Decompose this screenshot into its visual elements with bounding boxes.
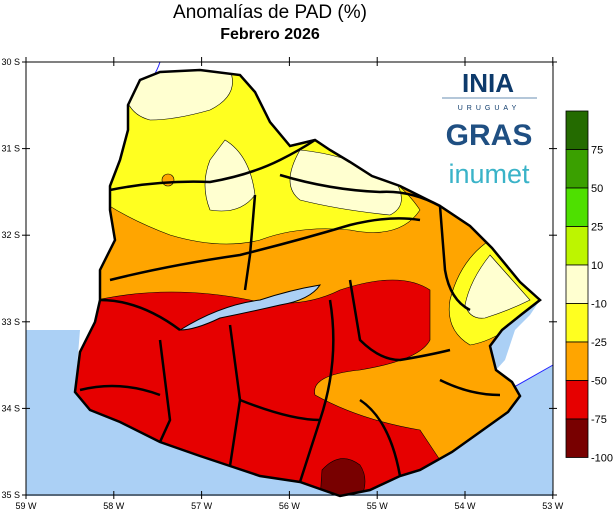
lon-tick-label: 54 W [454,501,476,511]
legend-label: 50 [591,183,603,195]
lat-tick-label: 33 S [1,317,20,327]
legend-label: -75 [591,414,607,426]
lat-tick-label: 35 S [1,490,20,500]
lat-tick-label: 34 S [1,403,20,413]
axis-ticks: 30 S 31 S 32 S 33 S 34 S 35 S59 W 58 W 57 W 56 W… [1,57,564,511]
legend-swatch [565,341,589,381]
legend-swatch [565,226,589,266]
lon-tick-label: 55 W [367,501,389,511]
legend-swatch [565,110,589,150]
department-borders [73,68,542,498]
legend-label: -25 [591,337,607,349]
map-subtitle: Febrero 2026 [220,26,320,43]
atlantic-water [340,365,553,496]
inumet-logo: inumet [448,159,530,189]
legend-label: -10 [591,299,607,311]
legend-swatch [565,418,589,458]
legend-label: -100 [591,453,613,465]
lat-tick-label: 30 S [1,57,20,67]
svg-text:URUGUAY: URUGUAY [458,105,520,112]
lon-tick-label: 58 W [103,501,125,511]
lat-tick-label: 31 S [1,144,20,154]
gras-logo: GRAS [446,119,533,152]
rio-negro-lake [178,284,322,331]
svg-text:INIA: INIA [462,68,514,98]
legend-label: 25 [591,222,603,234]
lon-tick-label: 53 W [542,501,564,511]
legend-label: -50 [591,376,607,388]
lon-tick-label: 59 W [15,501,37,511]
lat-tick-label: 32 S [1,230,20,240]
color-legend: 75 50 25 10 -10 -25 -50 -75 -100 [565,110,613,465]
rio-de-la-plata-water [26,330,340,496]
legend-label: 10 [591,260,603,272]
laguna-merin-water [490,300,540,370]
lon-tick-label: 57 W [191,501,213,511]
legend-swatch [565,303,589,343]
legend-swatch [565,380,589,420]
legend-swatch [565,187,589,227]
inia-logo: INIA URUGUAY [442,68,537,112]
legend-swatch [565,149,589,189]
legend-label: 75 [591,145,603,157]
legend-swatch [565,264,589,304]
lon-tick-label: 56 W [279,501,301,511]
map-title: Anomalías de PAD (%) [173,2,367,23]
